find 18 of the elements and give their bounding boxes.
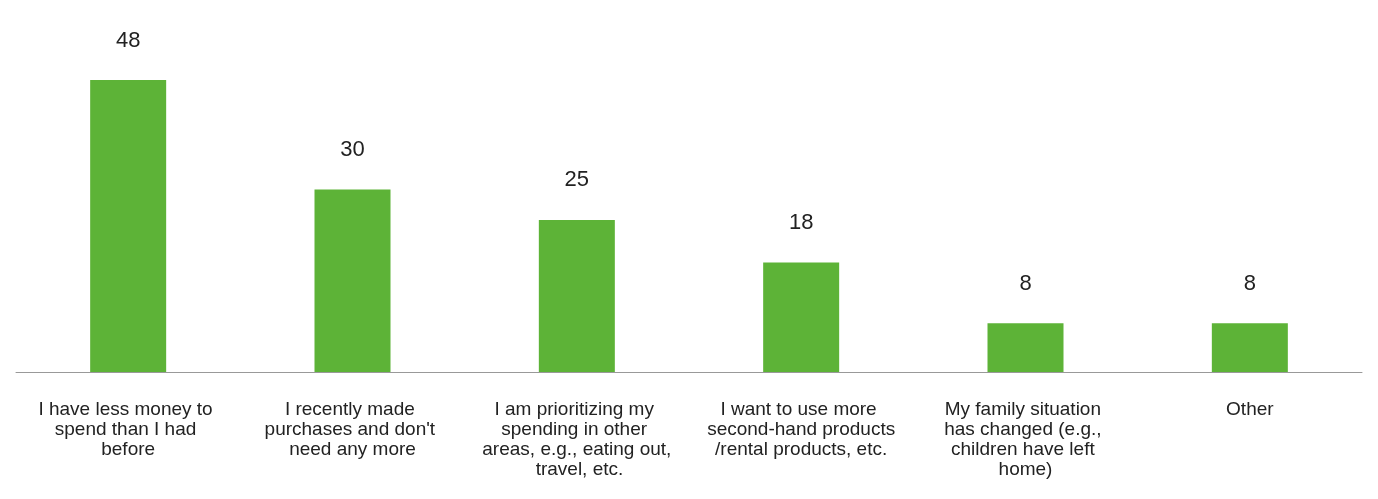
bar	[90, 80, 167, 372]
bar	[763, 262, 840, 372]
x-tick-label: I am prioritizing my spending in other areas, e.g., eating out, travel, etc.	[482, 397, 672, 479]
data-label: 25	[564, 166, 590, 192]
data-label: 48	[115, 26, 141, 52]
data-label: 30	[340, 136, 365, 161]
bar	[987, 323, 1064, 372]
data-label: 8	[1243, 269, 1256, 295]
bar	[538, 219, 615, 372]
data-label: 8	[1019, 269, 1032, 295]
x-tick-label: I recently made purchases and don't need any more	[264, 397, 441, 459]
x-tick-label: I want to use more second-hand products/rental products, etc.	[707, 397, 896, 459]
x-tick-label: My family situation has changed (e.g., children have left home)	[944, 397, 1107, 479]
x-tick-label: Other	[1226, 397, 1275, 419]
x-tick-label: I have less money to spend than I had before	[38, 397, 218, 459]
bar	[1211, 323, 1288, 372]
data-label: 18	[788, 209, 814, 234]
bar	[314, 189, 391, 372]
